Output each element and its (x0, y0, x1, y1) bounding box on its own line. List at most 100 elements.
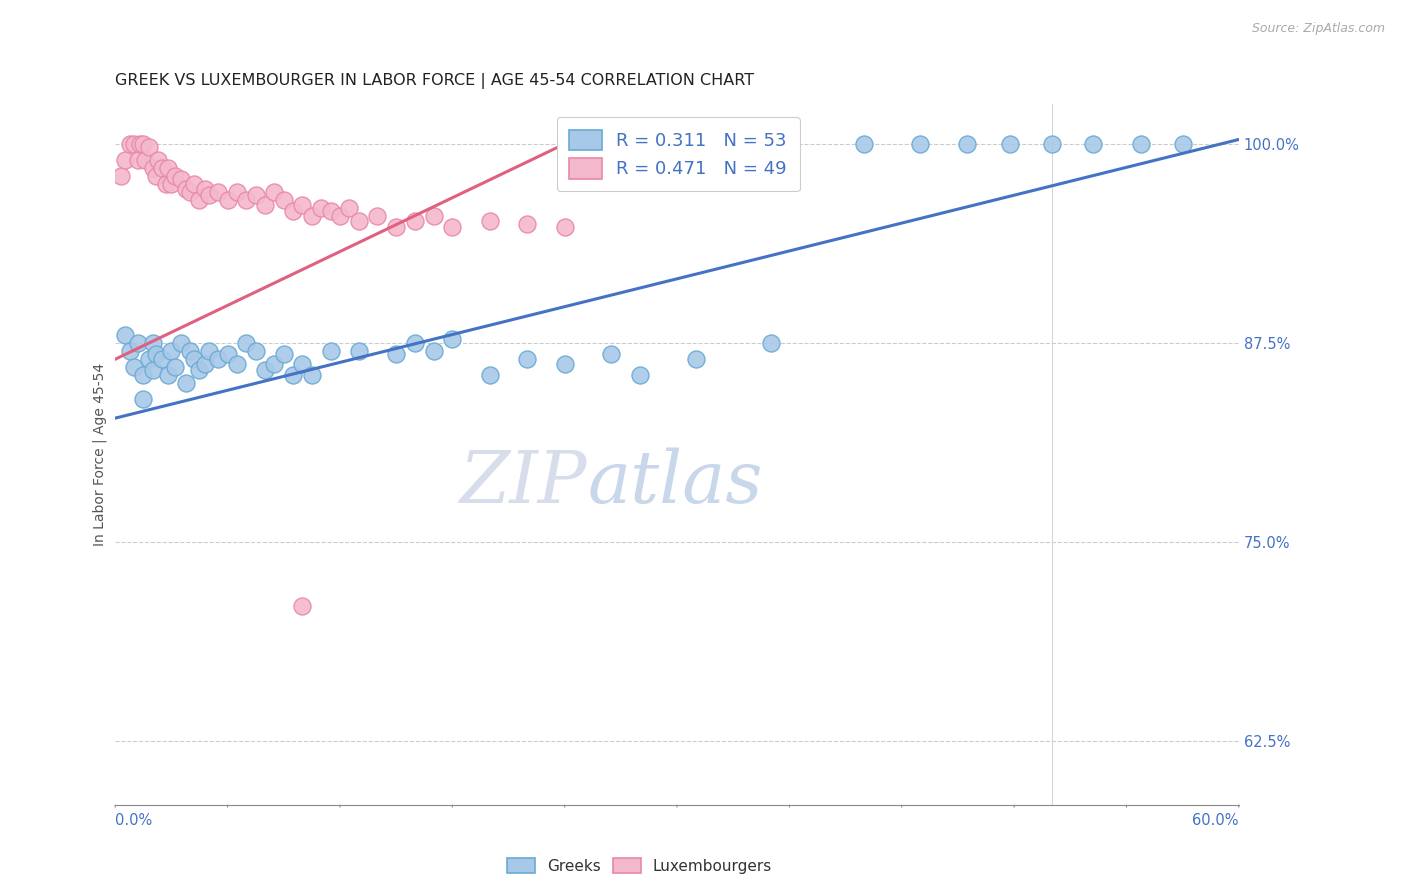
Point (128, 137, 150, 152)
Point (194, 182, 217, 196)
Point (759, 336, 782, 351)
Point (145, 347, 167, 361)
Point (176, 182, 198, 196)
Point (1000, 137, 1022, 152)
Point (281, 204, 304, 219)
Point (183, 177, 205, 191)
Point (155, 177, 177, 191)
Point (132, 392, 155, 406)
Point (198, 188, 221, 202)
Point (685, 352, 707, 367)
Legend: R = 0.311   N = 53, R = 0.471   N = 49: R = 0.311 N = 53, R = 0.471 N = 49 (557, 117, 800, 191)
Point (253, 198, 276, 212)
Text: Source: ZipAtlas.com: Source: ZipAtlas.com (1251, 22, 1385, 36)
Point (120, 344, 142, 359)
Point (176, 376, 198, 391)
Point (291, 198, 314, 212)
Point (291, 599, 314, 613)
Point (385, 347, 408, 361)
Point (122, 360, 145, 375)
Point (114, 328, 136, 343)
Point (183, 352, 205, 367)
Point (127, 153, 149, 168)
Text: ZIP: ZIP (460, 448, 588, 518)
Point (148, 153, 170, 168)
Point (422, 209, 444, 223)
Point (301, 209, 323, 223)
Point (198, 344, 221, 359)
Point (207, 185, 229, 199)
Point (319, 344, 342, 359)
Point (422, 344, 444, 359)
Point (245, 344, 267, 359)
Point (956, 137, 979, 152)
Point (385, 220, 408, 235)
Point (165, 360, 187, 375)
Point (281, 368, 304, 383)
Point (273, 347, 295, 361)
Legend: Greeks, Luxembourgers: Greeks, Luxembourgers (502, 852, 778, 880)
Point (554, 357, 576, 371)
Point (170, 172, 193, 186)
Point (207, 352, 229, 367)
Point (127, 336, 149, 351)
Point (273, 193, 295, 207)
Point (132, 137, 155, 152)
Point (165, 169, 187, 183)
Point (319, 204, 342, 219)
Point (145, 169, 167, 183)
Point (347, 213, 370, 227)
Point (138, 352, 160, 367)
Point (478, 213, 501, 227)
Point (1171, 137, 1194, 152)
Point (150, 352, 173, 367)
Point (225, 357, 247, 371)
Point (337, 201, 360, 215)
Point (263, 185, 285, 199)
Point (600, 347, 623, 361)
Point (441, 332, 464, 346)
Text: 60.0%: 60.0% (1192, 814, 1239, 828)
Point (329, 209, 352, 223)
Point (516, 217, 538, 231)
Point (366, 209, 388, 223)
Point (1081, 137, 1104, 152)
Point (263, 357, 285, 371)
Point (217, 193, 239, 207)
Point (160, 344, 183, 359)
Point (150, 161, 173, 175)
Point (120, 137, 142, 152)
Text: 0.0%: 0.0% (115, 814, 152, 828)
Point (309, 201, 332, 215)
Point (179, 344, 201, 359)
Point (194, 357, 217, 371)
Point (1130, 137, 1153, 152)
Point (134, 153, 156, 168)
Text: GREEK VS LUXEMBOURGER IN LABOR FORCE | AGE 45-54 CORRELATION CHART: GREEK VS LUXEMBOURGER IN LABOR FORCE | A… (115, 73, 754, 89)
Point (217, 347, 239, 361)
Point (291, 357, 314, 371)
Point (170, 336, 193, 351)
Point (142, 336, 165, 351)
Point (910, 137, 932, 152)
Point (478, 368, 501, 383)
Point (853, 137, 876, 152)
Point (156, 161, 179, 175)
Point (516, 352, 538, 367)
Point (188, 363, 211, 377)
Point (142, 161, 165, 175)
Point (156, 368, 179, 383)
Point (404, 213, 426, 227)
Point (347, 344, 370, 359)
Point (225, 185, 247, 199)
Point (122, 137, 145, 152)
Point (188, 193, 211, 207)
Point (1040, 137, 1063, 152)
Text: atlas: atlas (588, 448, 762, 518)
Y-axis label: In Labor Force | Age 45-54: In Labor Force | Age 45-54 (93, 363, 107, 546)
Point (235, 336, 257, 351)
Point (110, 169, 132, 183)
Point (160, 177, 183, 191)
Point (235, 193, 257, 207)
Point (554, 220, 576, 235)
